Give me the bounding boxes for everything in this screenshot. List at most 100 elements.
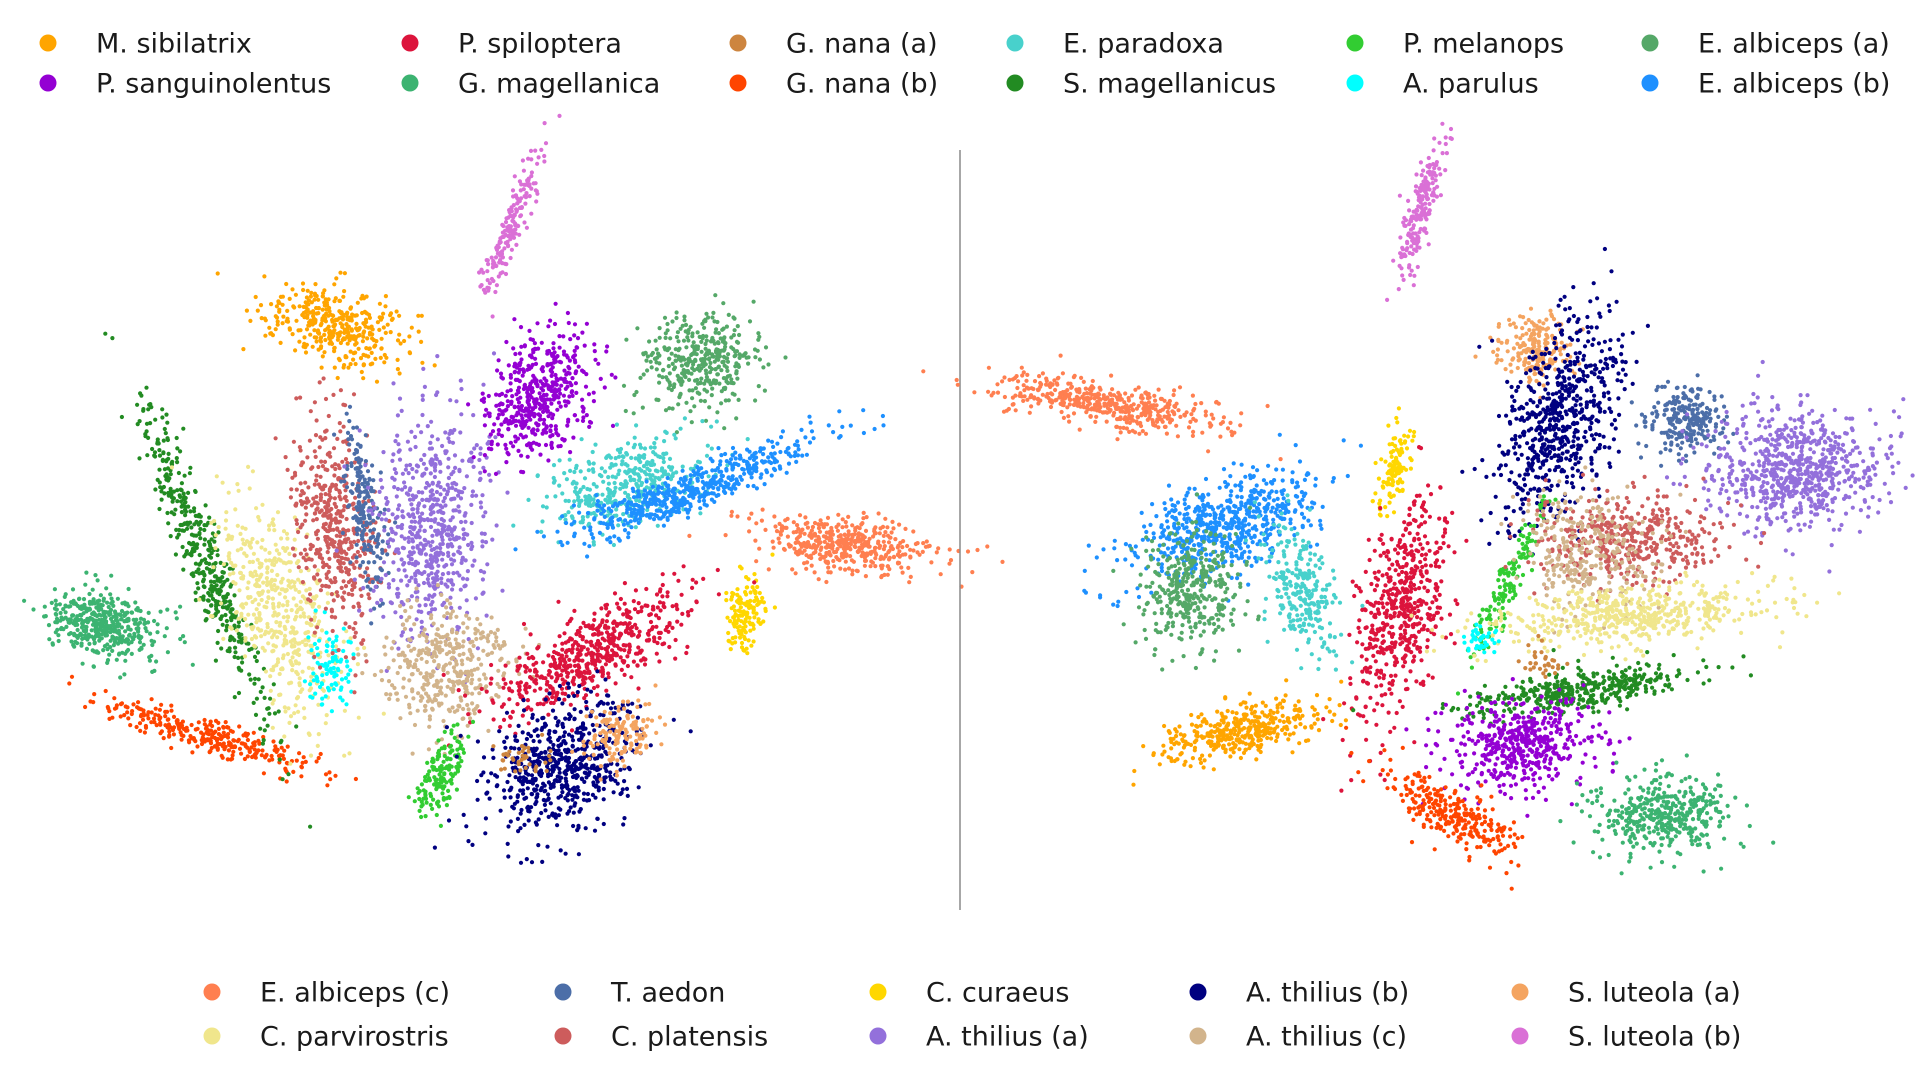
scatter-point — [360, 560, 365, 565]
scatter-point — [600, 492, 605, 497]
scatter-point — [576, 364, 581, 369]
scatter-point — [331, 313, 336, 318]
scatter-point — [124, 649, 129, 654]
scatter-point — [282, 633, 288, 639]
scatter-point — [757, 357, 763, 362]
scatter-point — [213, 599, 218, 604]
scatter-point — [184, 549, 189, 554]
scatter-point — [277, 671, 282, 677]
scatter-point — [358, 464, 363, 469]
scatter-point — [284, 319, 289, 324]
scatter-point — [356, 501, 361, 506]
scatter-point — [287, 327, 292, 332]
scatter-point — [425, 577, 430, 582]
scatter-point — [441, 518, 446, 523]
scatter-point — [225, 757, 230, 762]
scatter-point — [405, 439, 410, 444]
scatter-point — [420, 360, 425, 365]
scatter-point — [369, 508, 374, 513]
scatter-point — [61, 607, 66, 612]
scatter-point — [494, 283, 499, 288]
scatter-point — [415, 506, 420, 512]
scatter-point — [337, 421, 342, 426]
scatter-point — [428, 440, 433, 445]
scatter-point — [215, 746, 220, 751]
scatter-point — [736, 397, 741, 402]
scatter-point — [667, 346, 672, 351]
scatter-point — [608, 500, 613, 505]
scatter-point — [284, 760, 289, 766]
scatter-point — [265, 621, 270, 627]
scatter-point — [314, 311, 319, 316]
scatter-point — [341, 579, 346, 584]
scatter-point — [683, 374, 688, 380]
scatter-point — [479, 531, 484, 536]
scatter-point — [351, 604, 356, 610]
scatter-point — [214, 474, 219, 479]
scatter-point — [652, 441, 657, 446]
scatter-point — [313, 454, 318, 459]
scatter-point — [81, 620, 86, 625]
scatter-point — [271, 648, 276, 653]
legend-marker — [39, 34, 57, 52]
scatter-point — [193, 739, 198, 744]
scatter-point — [435, 390, 440, 395]
scatter-point — [587, 493, 592, 499]
scatter-point — [319, 702, 324, 707]
scatter-point — [314, 473, 319, 478]
scatter-point — [591, 390, 596, 395]
scatter-point — [182, 521, 187, 527]
scatter-point — [478, 284, 483, 289]
scatter-point — [441, 499, 446, 504]
legend-item-e-paradoxa: E. paradoxa — [1006, 29, 1224, 60]
scatter-point — [463, 531, 468, 536]
scatter-point — [302, 335, 307, 340]
scatter-point — [385, 499, 390, 505]
scatter-point — [283, 768, 288, 773]
scatter-point — [731, 381, 736, 386]
scatter-point — [631, 411, 636, 416]
scatter-point — [347, 448, 352, 453]
scatter-point — [241, 741, 246, 746]
scatter-point — [438, 492, 443, 497]
scatter-point — [293, 649, 298, 654]
scatter-point — [360, 523, 366, 529]
scatter-point — [638, 445, 644, 450]
scatter-point — [255, 626, 260, 631]
scatter-point — [339, 685, 344, 690]
scatter-point — [526, 425, 531, 430]
scatter-point — [433, 571, 438, 577]
scatter-point — [369, 489, 374, 494]
scatter-point — [298, 689, 303, 695]
scatter-point — [320, 307, 325, 312]
scatter-point — [351, 652, 356, 657]
scatter-point — [474, 493, 479, 498]
legend-label: G. magellanica — [458, 69, 660, 100]
scatter-point — [145, 453, 150, 458]
scatter-point — [335, 436, 340, 441]
scatter-point — [395, 413, 400, 418]
scatter-point — [31, 607, 36, 612]
scatter-point — [341, 439, 346, 444]
scatter-point — [266, 589, 271, 594]
scatter-point — [371, 518, 376, 523]
scatter-point — [274, 629, 279, 634]
scatter-point — [236, 616, 241, 621]
scatter-point — [256, 514, 261, 520]
scatter-point — [290, 638, 295, 643]
scatter-point — [171, 732, 176, 737]
scatter-point — [881, 423, 886, 428]
scatter-point — [328, 541, 333, 547]
scatter-point — [194, 569, 199, 575]
scatter-point — [418, 524, 423, 529]
scatter-point — [357, 460, 362, 465]
scatter-point — [678, 426, 683, 431]
scatter-point — [523, 434, 529, 439]
scatter-point — [712, 319, 717, 324]
scatter-point — [384, 496, 389, 501]
scatter-point — [400, 545, 405, 550]
scatter-point — [458, 587, 463, 592]
scatter-point — [293, 587, 298, 592]
scatter-point — [221, 730, 226, 735]
